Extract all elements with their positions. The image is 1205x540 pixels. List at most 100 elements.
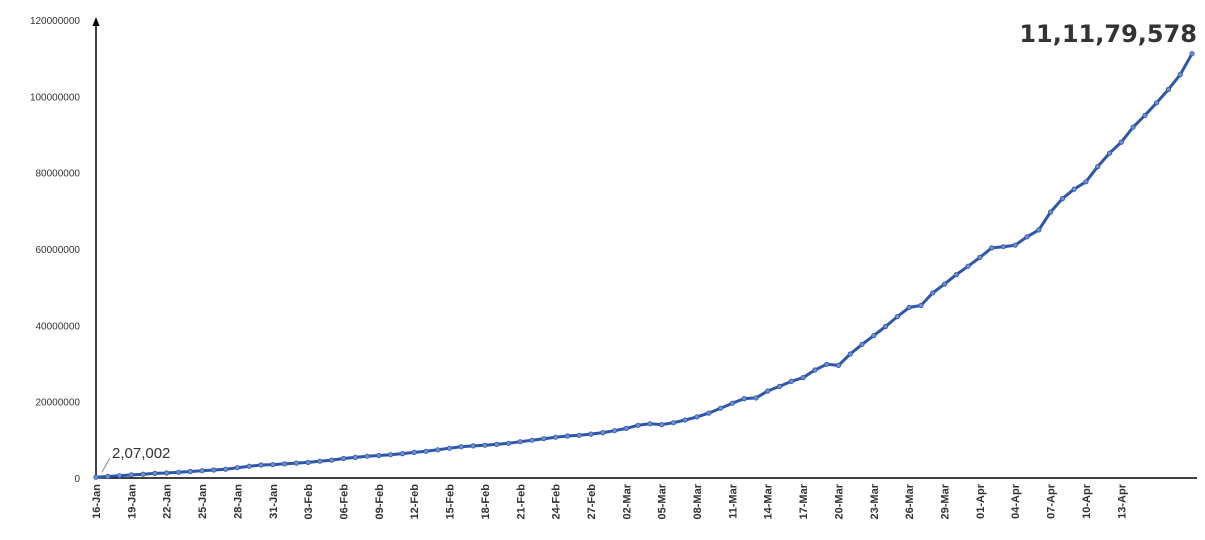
start-value-label: 2,07,002 — [112, 445, 170, 462]
data-point — [1071, 186, 1077, 192]
x-tick-label: 23-Mar — [869, 483, 881, 519]
data-point — [741, 395, 747, 402]
data-point — [930, 290, 936, 296]
data-point — [1000, 244, 1007, 250]
data-point — [659, 421, 665, 428]
data-point — [199, 468, 205, 474]
data-point — [305, 459, 311, 465]
y-tick-label: 60000000 — [36, 245, 81, 256]
data-point — [871, 332, 877, 339]
data-point — [411, 449, 417, 455]
data-point — [552, 434, 559, 440]
data-point — [965, 263, 971, 269]
data-point — [788, 378, 794, 384]
data-point — [458, 444, 464, 450]
data-point — [564, 433, 571, 439]
data-point — [376, 452, 382, 459]
x-tick-label: 03-Feb — [303, 484, 315, 520]
x-tick-label: 08-Mar — [692, 483, 704, 519]
data-point — [541, 436, 547, 442]
data-point — [729, 400, 736, 406]
data-point — [482, 442, 488, 448]
data-point — [717, 405, 724, 411]
x-tick-label: 10-Apr — [1081, 483, 1093, 519]
data-point — [1012, 242, 1018, 248]
data-point — [258, 462, 264, 468]
data-point — [1048, 209, 1054, 215]
data-point — [765, 388, 771, 394]
data-point — [941, 281, 948, 287]
data-point — [293, 460, 299, 466]
data-point — [387, 452, 394, 458]
data-point — [494, 441, 500, 447]
x-tick-label: 07-Apr — [1046, 483, 1058, 519]
data-point — [140, 471, 146, 477]
y-tick-label: 20000000 — [36, 398, 81, 409]
data-point — [670, 420, 677, 426]
y-tick-label: 0 — [74, 474, 80, 485]
series-line — [94, 52, 1194, 479]
data-point — [694, 414, 700, 420]
data-point — [435, 447, 441, 453]
data-point — [1059, 196, 1066, 202]
x-tick-label: 18-Feb — [480, 484, 492, 520]
data-point — [1189, 51, 1195, 57]
y-tick-label: 80000000 — [36, 169, 81, 180]
data-point — [989, 245, 995, 251]
data-point — [682, 417, 688, 423]
x-tick-label: 17-Mar — [798, 483, 810, 519]
data-point — [234, 465, 240, 471]
data-point — [223, 466, 229, 472]
x-tick-label: 09-Feb — [374, 484, 386, 520]
data-point — [152, 470, 158, 476]
x-tick-label: 31-Jan — [268, 484, 280, 519]
data-point — [1095, 164, 1101, 170]
data-point — [753, 395, 759, 401]
data-point — [128, 472, 134, 478]
data-point — [399, 450, 405, 457]
data-point — [1118, 139, 1124, 145]
data-point — [600, 429, 606, 436]
data-point — [1083, 179, 1089, 185]
x-tick-label: 02-Mar — [621, 483, 633, 519]
data-point — [446, 445, 453, 451]
data-point — [859, 341, 865, 347]
x-tick-label: 26-Mar — [904, 483, 916, 519]
annotations: 2,07,002 11,11,79,578 — [101, 20, 1197, 473]
x-tick-label: 06-Feb — [338, 484, 350, 520]
data-point — [1036, 227, 1042, 233]
x-tick-label: 01-Apr — [975, 483, 987, 519]
x-tick-label: 19-Jan — [126, 484, 138, 519]
data-point — [281, 461, 288, 467]
data-point — [164, 470, 170, 476]
data-point — [423, 448, 429, 454]
data-point — [977, 254, 983, 260]
series-group — [93, 51, 1195, 480]
end-value-label: 11,11,79,578 — [1019, 20, 1197, 48]
data-point — [93, 474, 99, 480]
data-point — [918, 302, 924, 309]
data-point — [246, 463, 252, 469]
y-tick-labels: 0 20000000 40000000 60000000 80000000 1000000… — [30, 16, 81, 485]
data-point — [270, 461, 276, 468]
data-point — [588, 431, 594, 437]
x-tick-label: 29-Mar — [940, 483, 952, 519]
data-point — [317, 458, 323, 464]
x-tick-label: 28-Jan — [232, 484, 244, 519]
data-point — [470, 443, 476, 449]
data-point — [187, 468, 193, 475]
x-tick-label: 12-Feb — [409, 484, 421, 520]
x-tick-labels: 16-Jan 19-Jan 22-Jan 25-Jan 28-Jan 31-Jan 03-F… — [91, 483, 1128, 519]
x-tick-label: 15-Feb — [445, 484, 457, 520]
data-point — [505, 440, 512, 446]
data-point — [882, 323, 889, 330]
x-tick-label: 14-Mar — [763, 483, 775, 519]
y-tick-label: 100000000 — [30, 92, 80, 103]
y-tick-label: 120000000 — [30, 16, 80, 27]
data-point — [953, 271, 959, 278]
data-point — [835, 362, 842, 368]
x-tick-label: 13-Apr — [1116, 483, 1128, 519]
x-tick-label: 04-Apr — [1010, 483, 1022, 519]
x-tick-label: 16-Jan — [91, 484, 103, 519]
